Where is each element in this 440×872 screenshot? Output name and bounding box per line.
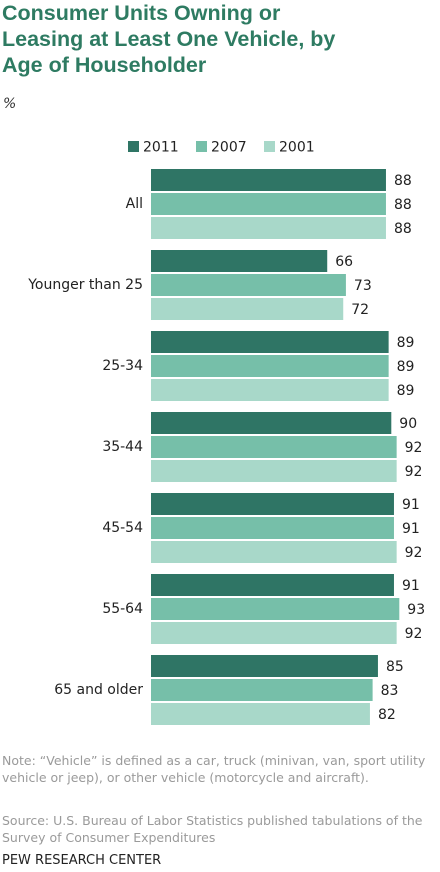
bar (151, 355, 389, 377)
bar (151, 379, 389, 401)
value-label: 85 (386, 659, 404, 675)
bar (151, 331, 389, 353)
value-label: 93 (407, 602, 425, 618)
value-label: 83 (381, 683, 399, 699)
value-label: 92 (405, 464, 423, 480)
category-label: Younger than 25 (27, 277, 143, 293)
bar (151, 517, 394, 539)
value-label: 89 (397, 359, 415, 375)
value-label: 90 (399, 416, 417, 432)
value-label: 89 (397, 383, 415, 399)
legend-label: 2001 (279, 140, 315, 156)
value-label: 91 (402, 497, 420, 513)
bar (151, 541, 397, 563)
bar (151, 193, 386, 215)
value-label: 73 (354, 278, 372, 294)
legend-swatch (264, 141, 275, 152)
bar (151, 250, 328, 272)
category-label: 25-34 (102, 358, 143, 374)
legend-label: 2011 (143, 140, 179, 156)
bar (151, 655, 378, 677)
category-label: 65 and older (54, 682, 143, 698)
legend-swatch (128, 141, 139, 152)
bar (151, 679, 373, 701)
bar (151, 217, 386, 239)
value-label: 92 (405, 440, 423, 456)
value-label: 92 (405, 626, 423, 642)
legend-swatch (196, 141, 207, 152)
legend-label: 2007 (211, 140, 247, 156)
bar (151, 460, 397, 482)
bar (151, 412, 392, 434)
credit: PEW RESEARCH CENTER (2, 853, 162, 868)
source: Source: U.S. Bureau of Labor Statistics … (2, 813, 423, 845)
bar (151, 274, 346, 296)
value-label: 92 (405, 545, 423, 561)
bar (151, 169, 386, 191)
category-label: 45-54 (102, 520, 143, 536)
value-label: 91 (402, 578, 420, 594)
value-label: 88 (394, 221, 412, 237)
category-label: 35-44 (102, 439, 143, 455)
bar (151, 574, 394, 596)
value-label: 91 (402, 521, 420, 537)
category-label: 55-64 (102, 601, 143, 617)
value-label: 88 (394, 173, 412, 189)
bar (151, 493, 394, 515)
note: Note: “Vehicle” is defined as a car, tru… (2, 753, 426, 785)
bar (151, 598, 400, 620)
value-label: 72 (351, 302, 369, 318)
chart: 2011 2007 2001 All 88 88 88 Younger than 25 6673… (27, 140, 425, 725)
value-label: 66 (335, 254, 353, 270)
bar (151, 298, 344, 320)
chart-title: Consumer Units Owning or Leasing at Leas… (2, 1, 336, 77)
category-label: All (126, 196, 143, 212)
unit-label: % (3, 96, 17, 112)
bar (151, 622, 397, 644)
bar (151, 436, 397, 458)
value-label: 82 (378, 707, 396, 723)
value-label: 88 (394, 197, 412, 213)
bar (151, 703, 370, 725)
value-label: 89 (397, 335, 415, 351)
